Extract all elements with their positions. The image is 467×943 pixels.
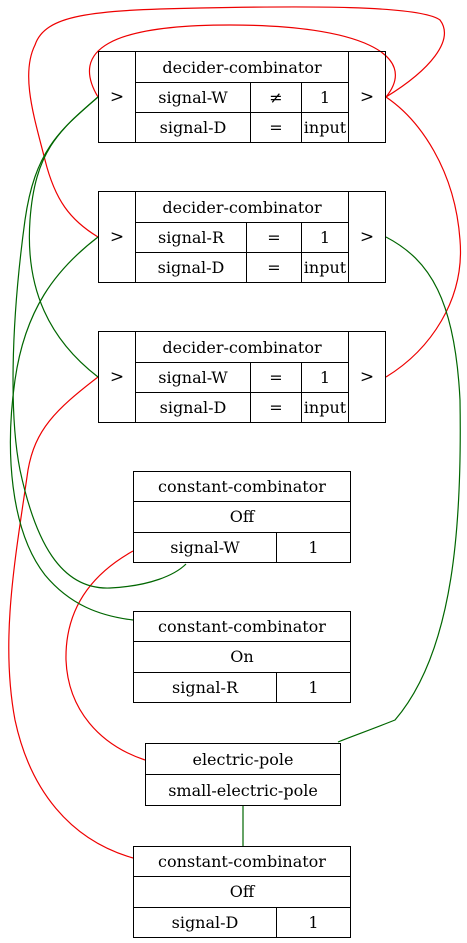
decider-combinator-3[interactable]: > decider-combinator > signal-W = 1 sign… xyxy=(98,331,386,423)
constant-combinator-2[interactable]: constant-combinator On signal-R 1 xyxy=(133,610,351,704)
node-title: constant-combinator xyxy=(133,470,351,503)
output-mode: input xyxy=(301,112,349,143)
output-port[interactable]: > xyxy=(348,51,386,143)
output-signal: signal-D xyxy=(135,252,247,283)
output-signal: signal-D xyxy=(135,112,251,143)
output-operator: = xyxy=(246,252,302,283)
constant-combinator-1[interactable]: constant-combinator Off signal-W 1 xyxy=(133,470,351,564)
green-wire-d1-d3 xyxy=(28,96,99,378)
red-wire-d3-const-d xyxy=(8,376,134,859)
node-title: decider-combinator xyxy=(135,331,349,363)
output-operator: = xyxy=(250,392,302,423)
node-title: constant-combinator xyxy=(133,610,351,643)
green-wire-d2-pole xyxy=(337,236,461,743)
node-title: constant-combinator xyxy=(133,845,351,878)
condition-constant: 1 xyxy=(301,362,349,393)
node-state: On xyxy=(133,641,351,673)
node-state: Off xyxy=(133,876,351,908)
green-wire-d2-const-r xyxy=(9,236,134,621)
node-title: decider-combinator xyxy=(135,191,349,223)
input-port[interactable]: > xyxy=(98,331,136,423)
red-wire-d1-d3 xyxy=(385,96,462,378)
red-wire-const-w-pole xyxy=(65,550,146,761)
condition-constant: 1 xyxy=(301,82,349,113)
pole-type: small-electric-pole xyxy=(145,774,341,806)
signal-name: signal-R xyxy=(133,671,277,704)
condition-signal: signal-R xyxy=(135,222,247,253)
red-wire-d1-d2 xyxy=(28,6,445,238)
electric-pole[interactable]: electric-pole small-electric-pole xyxy=(145,743,341,806)
signal-value: 1 xyxy=(276,671,351,704)
condition-constant: 1 xyxy=(301,222,349,253)
green-wire-d1-const-w xyxy=(12,96,187,589)
condition-operator: = xyxy=(246,222,302,253)
input-port[interactable]: > xyxy=(98,191,136,283)
output-operator: = xyxy=(250,112,302,143)
condition-signal: signal-W xyxy=(135,362,251,393)
decider-combinator-1[interactable]: > decider-combinator > signal-W ≠ 1 sign… xyxy=(98,51,386,143)
signal-name: signal-W xyxy=(133,531,277,564)
signal-value: 1 xyxy=(276,906,351,939)
red-wire-d1-loop xyxy=(88,24,396,98)
signal-name: signal-D xyxy=(133,906,277,939)
condition-operator: ≠ xyxy=(250,82,302,113)
signal-value: 1 xyxy=(276,531,351,564)
output-signal: signal-D xyxy=(135,392,251,423)
condition-operator: = xyxy=(250,362,302,393)
output-mode: input xyxy=(301,392,349,423)
output-port[interactable]: > xyxy=(348,191,386,283)
condition-signal: signal-W xyxy=(135,82,251,113)
input-port[interactable]: > xyxy=(98,51,136,143)
decider-combinator-2[interactable]: > decider-combinator > signal-R = 1 sign… xyxy=(98,191,386,283)
node-state: Off xyxy=(133,501,351,533)
node-title: electric-pole xyxy=(145,743,341,775)
output-port[interactable]: > xyxy=(348,331,386,423)
constant-combinator-3[interactable]: constant-combinator Off signal-D 1 xyxy=(133,845,351,939)
node-title: decider-combinator xyxy=(135,51,349,83)
output-mode: input xyxy=(301,252,349,283)
